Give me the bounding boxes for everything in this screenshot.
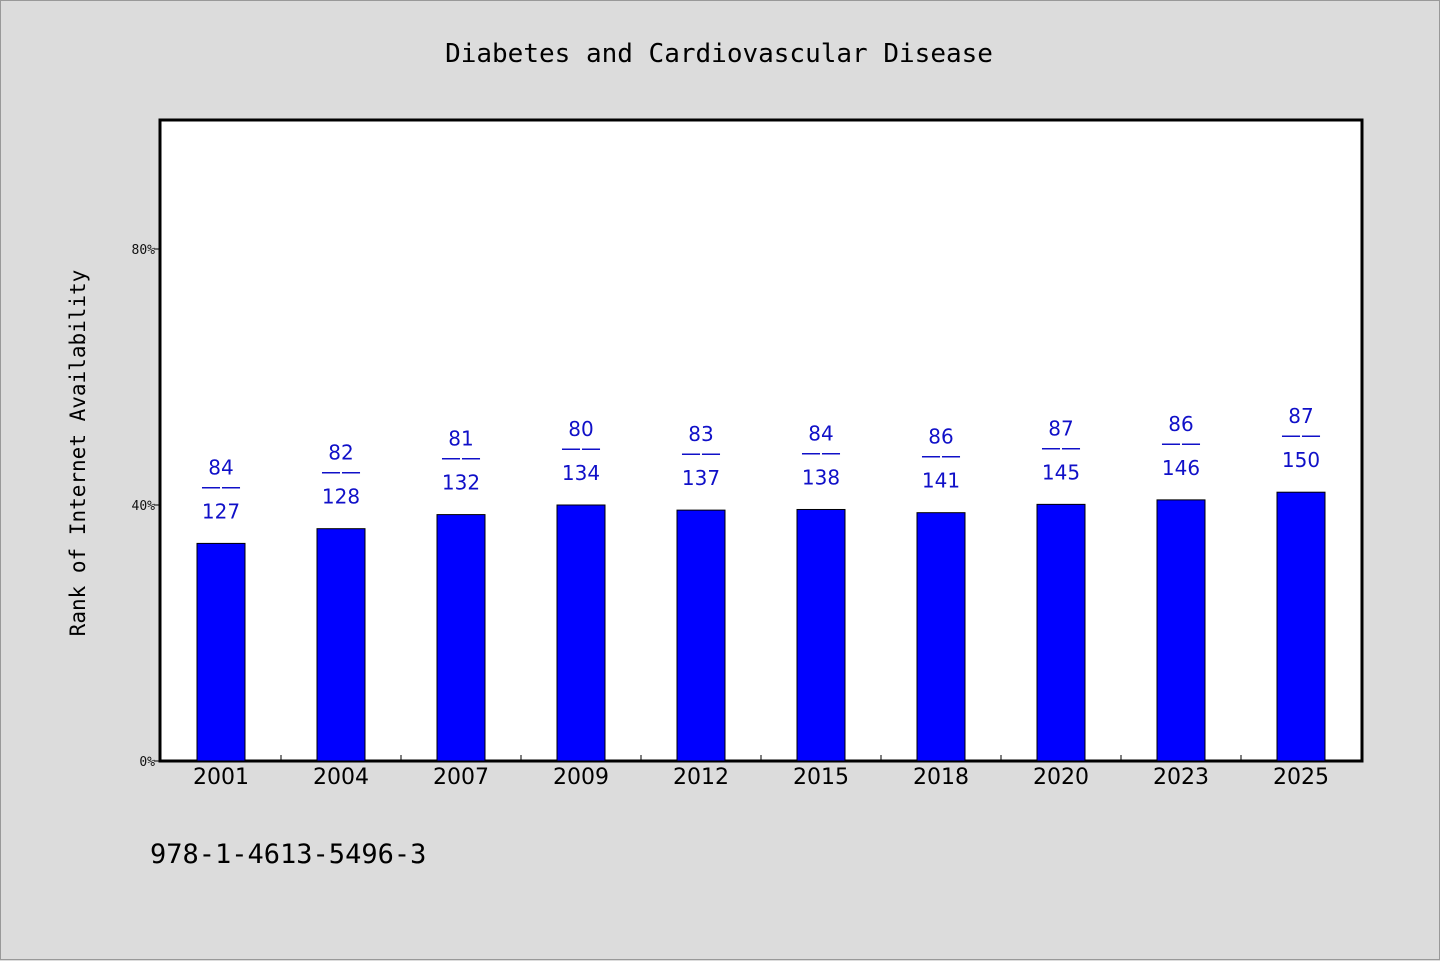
data-label-bottom: 132 [442,471,480,495]
axis-layer: 0% 40% 80% 2001 2004 2007 2009 2012 2015 2018 2020… [132,243,1329,790]
data-label-top: 87 [1288,404,1313,428]
data-label-separator: —— [681,441,721,465]
data-label-top: 86 [928,425,953,449]
x-tick-label: 2023 [1153,765,1209,790]
chart-title: Diabetes and Cardiovascular Disease [445,39,993,69]
bar-2018 [916,512,966,762]
data-label-bottom: 128 [322,485,360,509]
data-label-bottom: 127 [202,499,240,523]
data-label-separator: —— [921,444,961,468]
data-label-bottom: 150 [1282,448,1320,472]
data-label-top: 81 [448,427,473,451]
data-label-top: 82 [328,441,353,465]
y-tick-label: 80% [132,243,156,258]
data-label-separator: —— [321,460,361,484]
data-label-top: 84 [208,455,233,479]
data-labels-layer: 84——12782——12881——13280——13483——13784——1… [201,404,1321,523]
data-label-top: 80 [568,417,593,441]
x-tick-label: 2009 [553,765,609,790]
data-label-separator: —— [801,440,841,464]
data-label-separator: —— [1161,431,1201,455]
y-axis-title: Rank of Internet Availability [66,270,90,637]
data-label-bottom: 134 [562,461,600,485]
bar-2015 [796,508,846,762]
bar-2009 [556,504,606,762]
y-tick-label: 0% [139,755,155,770]
x-tick-label: 2025 [1273,765,1329,790]
data-label-separator: —— [1041,435,1081,459]
x-tick-label: 2020 [1033,765,1089,790]
data-label-separator: —— [441,446,481,470]
data-label-bottom: 145 [1042,460,1080,484]
x-tick-label: 2015 [793,765,849,790]
data-label-top: 86 [1168,412,1193,436]
data-label-bottom: 146 [1162,456,1200,480]
x-tick-label: 2001 [193,765,249,790]
data-label-top: 83 [688,422,713,446]
bar-2012 [676,509,726,762]
data-label-separator: —— [201,474,241,498]
isbn-text: 978-1-4613-5496-3 [150,839,426,870]
bar-2004 [316,528,366,762]
bar-2001 [196,542,246,762]
data-label-bottom: 141 [922,469,960,493]
data-label-top: 84 [808,421,833,445]
y-tick-label: 40% [132,499,156,514]
x-tick-label: 2012 [673,765,729,790]
data-label-separator: —— [561,436,601,460]
bar-2007 [436,514,486,762]
x-tick-label: 2004 [313,765,369,790]
data-label-separator: —— [1281,423,1321,447]
data-label-top: 87 [1048,416,1073,440]
bar-2020 [1036,503,1086,762]
bar-2025 [1276,491,1326,762]
data-label-bottom: 138 [802,465,840,489]
bar-2023 [1156,499,1206,762]
data-label-bottom: 137 [682,466,720,490]
x-tick-label: 2007 [433,765,489,790]
x-tick-label: 2018 [913,765,969,790]
bars-layer [196,491,1326,762]
